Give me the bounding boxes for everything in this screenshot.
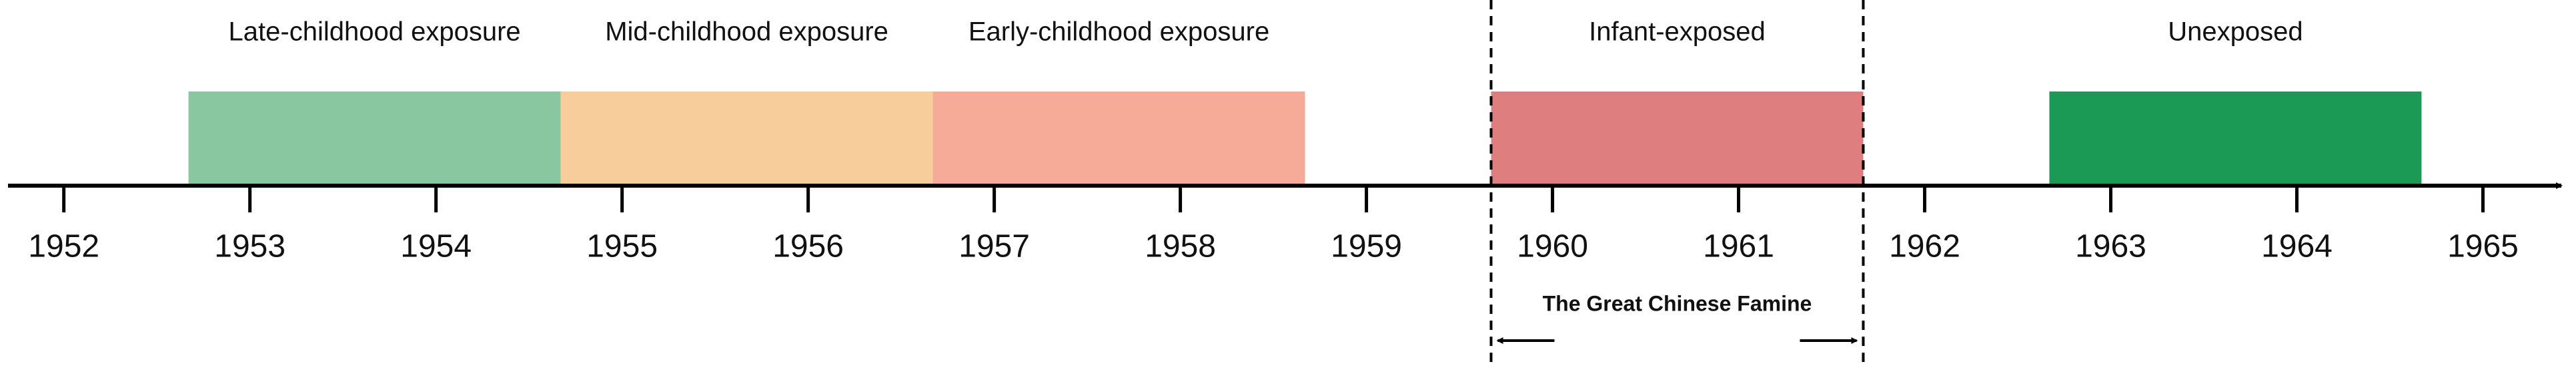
period-label: Unexposed	[2168, 17, 2303, 47]
period-label: Late-childhood exposure	[229, 17, 521, 47]
x-tick-label: 1953	[214, 229, 285, 264]
x-tick-label: 1957	[958, 229, 1030, 264]
period-bar	[1491, 91, 1864, 186]
period-label: Early-childhood exposure	[969, 17, 1269, 47]
period-bar	[2049, 91, 2422, 186]
x-tick-label: 1958	[1145, 229, 1216, 264]
x-tick-label: 1961	[1703, 229, 1774, 264]
period-bar	[560, 91, 933, 186]
period-bar	[932, 91, 1305, 186]
period-bar	[188, 91, 561, 186]
annotation-text: The Great Chinese Famine	[1543, 291, 1812, 315]
x-tick-label: 1956	[772, 229, 844, 264]
x-tick-label: 1955	[586, 229, 658, 264]
period-label: Infant-exposed	[1589, 17, 1766, 47]
period-label: Mid-childhood exposure	[605, 17, 888, 47]
x-tick-label: 1962	[1889, 229, 1960, 264]
x-tick-label: 1959	[1331, 229, 1402, 264]
x-tick-label: 1963	[2075, 229, 2146, 264]
x-tick-label: 1965	[2447, 229, 2519, 264]
x-tick-label: 1960	[1517, 229, 1588, 264]
x-tick-label: 1954	[400, 229, 472, 264]
x-tick-label: 1964	[2261, 229, 2333, 264]
x-tick-label: 1952	[28, 229, 99, 264]
